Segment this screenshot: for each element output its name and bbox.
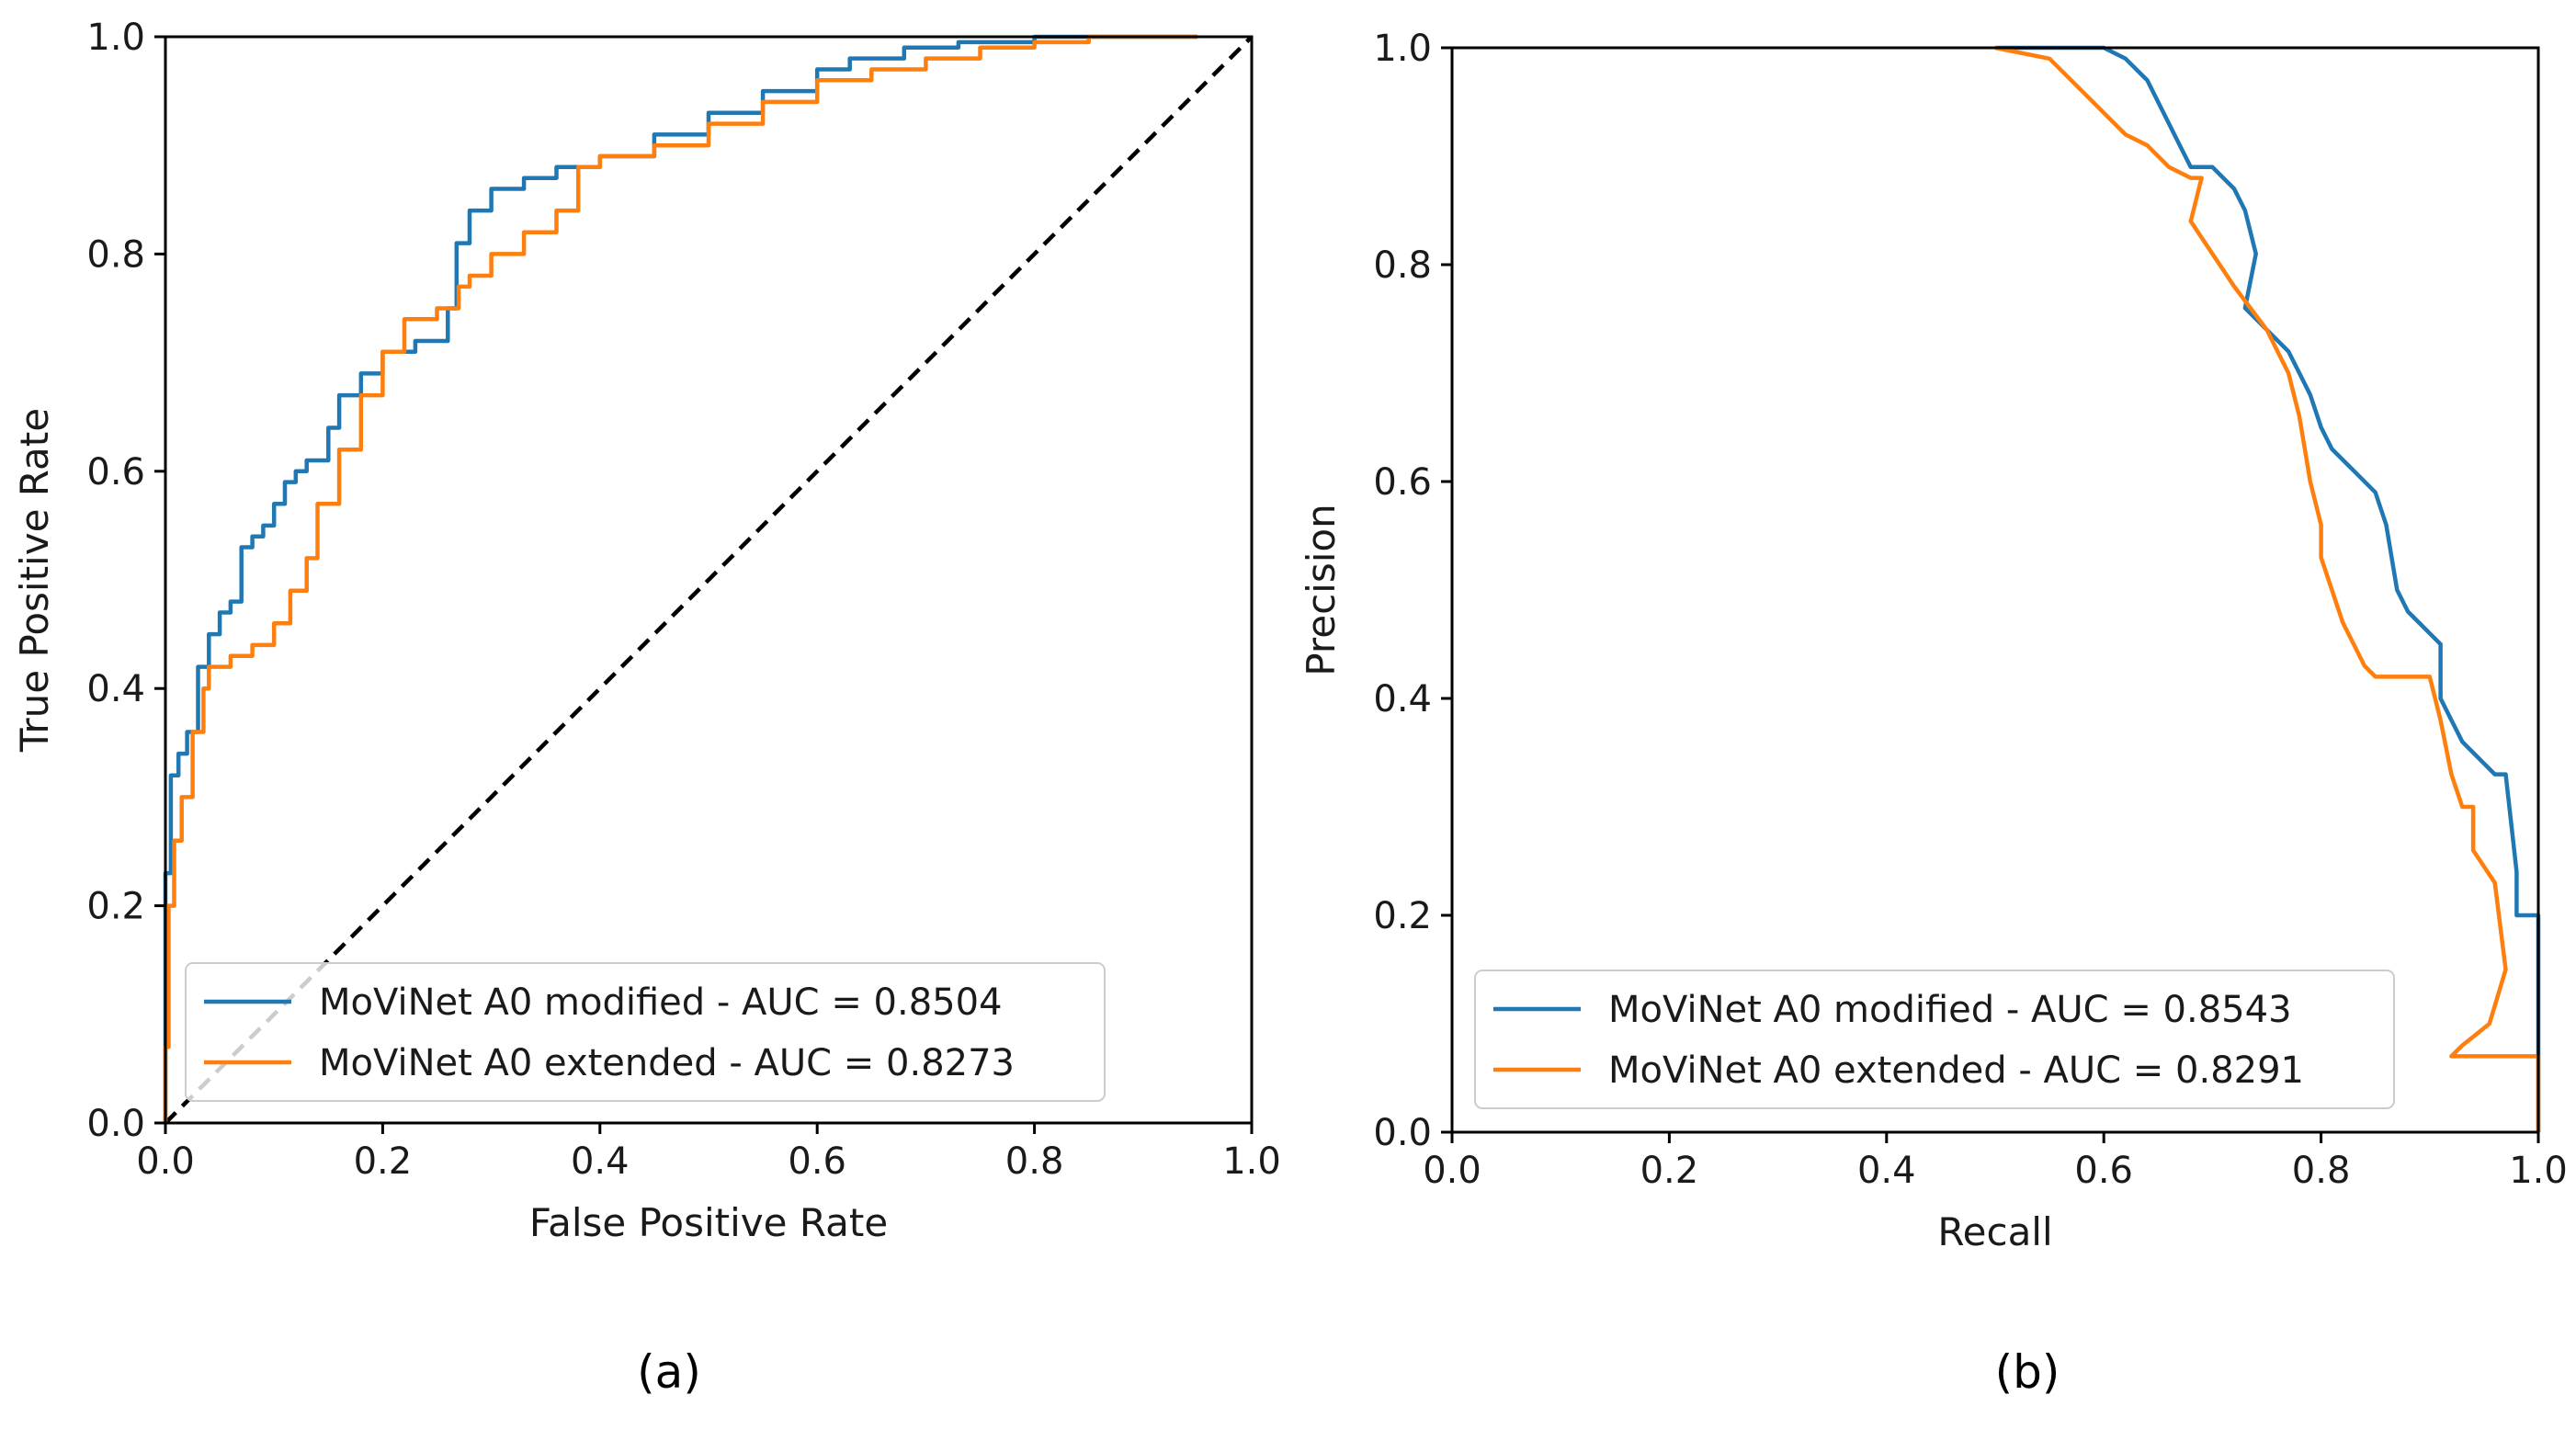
y-tick-label: 0.4 bbox=[1373, 678, 1432, 720]
y-tick-label: 0.8 bbox=[1373, 244, 1432, 287]
roc-plot-frame bbox=[164, 35, 1254, 1125]
pr-series bbox=[1994, 45, 2541, 1132]
y-tick-label: 0.8 bbox=[86, 233, 145, 276]
y-tick-label: 0.2 bbox=[1373, 895, 1432, 937]
x-tick-label: 0.6 bbox=[788, 1140, 846, 1183]
x-tick-label: 0.0 bbox=[1423, 1150, 1481, 1192]
y-tick-label: 1.0 bbox=[1373, 28, 1432, 70]
roc-legend-box bbox=[185, 962, 1106, 1102]
roc-series-extended-line bbox=[163, 34, 1197, 1123]
pr-chart: 0.0 0.2 0.4 0.6 0.8 1.0 0.0 0.2 0.4 0.6 0.8 1.0 Rec… bbox=[1299, 28, 2568, 1399]
x-tick-label: 0.8 bbox=[2292, 1150, 2351, 1192]
pr-plot-frame bbox=[1450, 46, 2540, 1134]
panel-caption-a: (a) bbox=[637, 1345, 701, 1399]
pr-y-axis-title: Precision bbox=[1299, 504, 1344, 675]
x-tick-label: 0.0 bbox=[136, 1140, 195, 1183]
x-tick-label: 0.2 bbox=[354, 1140, 413, 1183]
roc-legend: MoViNet A0 modified - AUC = 0.8504 MoViN… bbox=[185, 962, 1106, 1102]
roc-chart: 0.0 0.2 0.4 0.6 0.8 1.0 0.0 0.2 0.4 0.6 0.8 1.0 Fal… bbox=[12, 17, 1281, 1399]
roc-legend-label-extended: MoViNet A0 extended - AUC = 0.8273 bbox=[319, 1042, 1015, 1084]
pr-x-axis-title: Recall bbox=[1937, 1209, 2052, 1254]
pr-series-extended-line bbox=[1994, 45, 2541, 1132]
panel-caption-b: (b) bbox=[1995, 1345, 2060, 1399]
roc-axis-ticks: 0.0 0.2 0.4 0.6 0.8 1.0 0.0 0.2 0.4 0.6 0.8 1.0 bbox=[86, 17, 1280, 1183]
chance-diagonal-line bbox=[164, 35, 1254, 1125]
y-tick-label: 0.2 bbox=[86, 886, 145, 928]
x-tick-label: 0.6 bbox=[2074, 1150, 2133, 1192]
pr-axis-ticks: 0.0 0.2 0.4 0.6 0.8 1.0 0.0 0.2 0.4 0.6 0.8 1.0 bbox=[1373, 28, 2567, 1192]
roc-series bbox=[163, 34, 1197, 1123]
y-tick-label: 1.0 bbox=[86, 17, 145, 59]
pr-series-modified-line bbox=[1995, 45, 2541, 1132]
y-tick-label: 0.6 bbox=[1373, 461, 1432, 504]
y-tick-label: 0.0 bbox=[1373, 1112, 1432, 1154]
roc-legend-label-modified: MoViNet A0 modified - AUC = 0.8504 bbox=[319, 981, 1003, 1024]
chance-diagonal bbox=[164, 35, 1254, 1125]
pr-legend-label-extended: MoViNet A0 extended - AUC = 0.8291 bbox=[1608, 1049, 2304, 1092]
pr-legend: MoViNet A0 modified - AUC = 0.8543 MoViN… bbox=[1474, 970, 2395, 1109]
y-tick-label: 0.0 bbox=[86, 1103, 145, 1145]
roc-y-axis-title: True Positive Rate bbox=[12, 408, 57, 753]
x-tick-label: 0.8 bbox=[1005, 1140, 1064, 1183]
y-tick-label: 0.6 bbox=[86, 451, 145, 493]
x-tick-label: 1.0 bbox=[1222, 1140, 1281, 1183]
pr-legend-label-modified: MoViNet A0 modified - AUC = 0.8543 bbox=[1608, 989, 2292, 1031]
x-tick-label: 0.2 bbox=[1640, 1150, 1699, 1192]
y-tick-label: 0.4 bbox=[86, 668, 145, 710]
x-tick-label: 0.4 bbox=[571, 1140, 630, 1183]
roc-series-modified-line bbox=[163, 34, 1197, 1123]
x-tick-label: 0.4 bbox=[1857, 1150, 1916, 1192]
roc-x-axis-title: False Positive Rate bbox=[529, 1200, 888, 1245]
x-tick-label: 1.0 bbox=[2509, 1150, 2568, 1192]
pr-legend-box bbox=[1474, 970, 2395, 1109]
